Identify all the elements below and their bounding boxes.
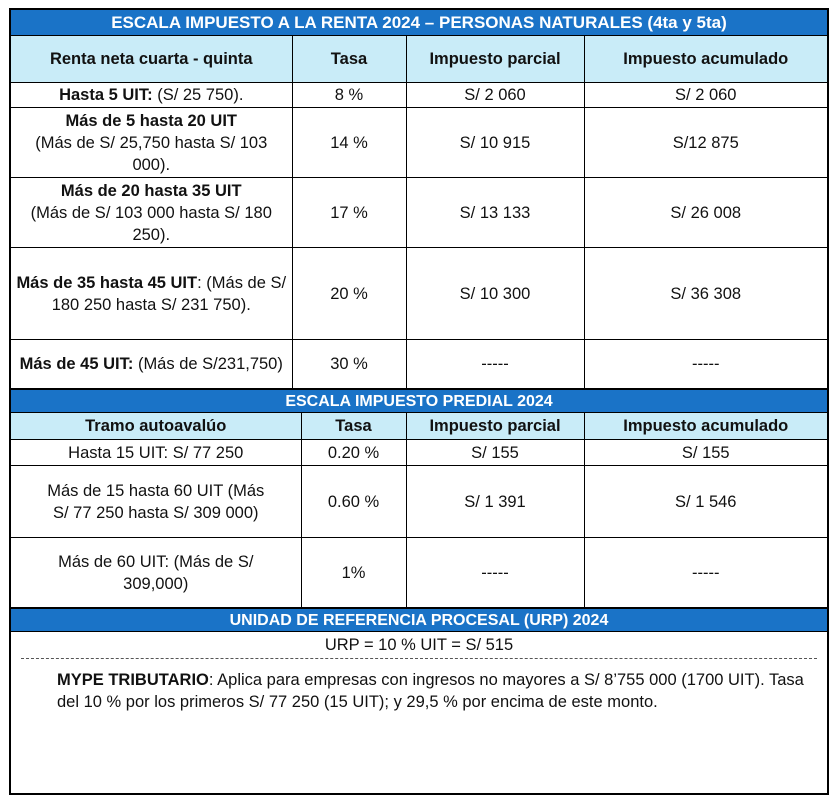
renta-parcial: S/ 13 133 (405, 177, 585, 248)
renta-col-tasa: Tasa (291, 36, 407, 83)
tax-tables-sheet: ESCALA IMPUESTO A LA RENTA 2024 – PERSON… (9, 8, 829, 795)
renta-tasa: 17 % (291, 177, 407, 248)
renta-acumulado: ----- (583, 339, 827, 389)
renta-acumulado: S/ 26 008 (583, 177, 827, 248)
predial-col-acumulado: Impuesto acumulado (583, 413, 827, 440)
renta-tramo-detail: (Más de S/ 25,750 hasta S/ 103 000). (35, 133, 268, 174)
renta-tramo: Hasta 5 UIT: (S/ 25 750). (11, 82, 293, 108)
renta-row: Más de 5 hasta 20 UIT (Más de S/ 25,750 h… (11, 107, 827, 178)
predial-row: Más de 60 UIT: (Más de S/ 309,000) 1% --… (11, 537, 827, 608)
mype-note: MYPE TRIBUTARIO: Aplica para empresas co… (11, 659, 827, 713)
predial-tasa: 0.20 % (300, 439, 407, 466)
renta-acumulado: S/ 36 308 (583, 247, 827, 340)
renta-tramo: Más de 45 UIT: (Más de S/231,750) (11, 339, 293, 389)
predial-parcial: S/ 1 391 (405, 465, 585, 538)
renta-tasa: 30 % (291, 339, 407, 389)
renta-tramo-detail: (Más de S/231,750) (133, 355, 283, 373)
predial-row: Más de 15 hasta 60 UIT (Más S/ 77 250 ha… (11, 465, 827, 538)
renta-tramo: Más de 20 hasta 35 UIT (Más de S/ 103 000… (11, 177, 293, 248)
predial-acumulado: S/ 155 (583, 439, 827, 466)
predial-tasa: 1% (300, 537, 407, 608)
renta-tramo-detail: : (Más de S/ 180 250 hasta S/ 231 750). (51, 273, 287, 314)
renta-tramo: Más de 5 hasta 20 UIT (Más de S/ 25,750 h… (11, 107, 293, 178)
predial-parcial: S/ 155 (405, 439, 585, 466)
renta-parcial: S/ 10 300 (405, 247, 585, 340)
predial-col-tasa: Tasa (300, 413, 407, 440)
predial-title: ESCALA IMPUESTO PREDIAL 2024 (11, 389, 827, 413)
renta-tramo-bold: Hasta 5 UIT: (59, 86, 153, 104)
renta-col-parcial: Impuesto parcial (405, 36, 585, 83)
predial-tramo: Hasta 15 UIT: S/ 77 250 (11, 439, 302, 466)
renta-tramo-bold: Más de 35 hasta 45 UIT (16, 273, 198, 292)
mype-text: : Aplica para empresas con ingresos no m… (57, 671, 804, 711)
renta-row: Hasta 5 UIT: (S/ 25 750). 8 % S/ 2 060 S… (11, 82, 827, 108)
renta-tramo-bold: Más de 45 UIT: (19, 355, 134, 373)
predial-row: Hasta 15 UIT: S/ 77 250 0.20 % S/ 155 S/… (11, 439, 827, 466)
urp-value: URP = 10 % UIT = S/ 515 (324, 636, 514, 654)
predial-table: Tramo autoavalúo Tasa Impuesto parcial I… (11, 413, 827, 608)
renta-row: Más de 20 hasta 35 UIT (Más de S/ 103 000… (11, 177, 827, 248)
renta-tramo-detail: (S/ 25 750). (152, 86, 244, 104)
renta-tramo-detail: (Más de S/ 103 000 hasta S/ 180 250). (30, 203, 272, 244)
predial-tasa: 0.60 % (300, 465, 407, 538)
renta-title: ESCALA IMPUESTO A LA RENTA 2024 – PERSON… (11, 10, 827, 36)
renta-parcial: ----- (405, 339, 585, 389)
renta-tramo: Más de 35 hasta 45 UIT: (Más de S/ 180 2… (11, 247, 293, 340)
renta-parcial: S/ 10 915 (405, 107, 585, 178)
predial-parcial: ----- (405, 537, 585, 608)
renta-row: Más de 35 hasta 45 UIT: (Más de S/ 180 2… (11, 247, 827, 340)
predial-tramo: Más de 60 UIT: (Más de S/ 309,000) (11, 537, 302, 608)
renta-tasa: 20 % (291, 247, 407, 340)
predial-acumulado: S/ 1 546 (583, 465, 827, 538)
separator-dashed (21, 658, 817, 659)
renta-tasa: 8 % (291, 82, 407, 108)
predial-col-tramo: Tramo autoavalúo (11, 413, 302, 440)
renta-acumulado: S/12 875 (583, 107, 827, 178)
renta-col-acumulado: Impuesto acumulado (583, 36, 827, 83)
predial-col-parcial: Impuesto parcial (405, 413, 585, 440)
renta-header-row: Renta neta cuarta - quinta Tasa Impuesto… (11, 36, 827, 83)
renta-acumulado: S/ 2 060 (583, 82, 827, 108)
renta-parcial: S/ 2 060 (405, 82, 585, 108)
predial-header-row: Tramo autoavalúo Tasa Impuesto parcial I… (11, 413, 827, 440)
predial-acumulado: ----- (583, 537, 827, 608)
renta-tasa: 14 % (291, 107, 407, 178)
renta-tramo-bold: Más de 5 hasta 20 UIT (65, 111, 238, 130)
renta-table: Renta neta cuarta - quinta Tasa Impuesto… (11, 36, 827, 389)
renta-row: Más de 45 UIT: (Más de S/231,750) 30 % -… (11, 339, 827, 389)
renta-col-renta: Renta neta cuarta - quinta (11, 36, 293, 83)
urp-title: UNIDAD DE REFERENCIA PROCESAL (URP) 2024 (11, 608, 827, 632)
mype-label: MYPE TRIBUTARIO (57, 671, 209, 689)
predial-tramo: Más de 15 hasta 60 UIT (Más S/ 77 250 ha… (11, 465, 302, 538)
renta-tramo-bold: Más de 20 hasta 35 UIT (60, 181, 242, 200)
